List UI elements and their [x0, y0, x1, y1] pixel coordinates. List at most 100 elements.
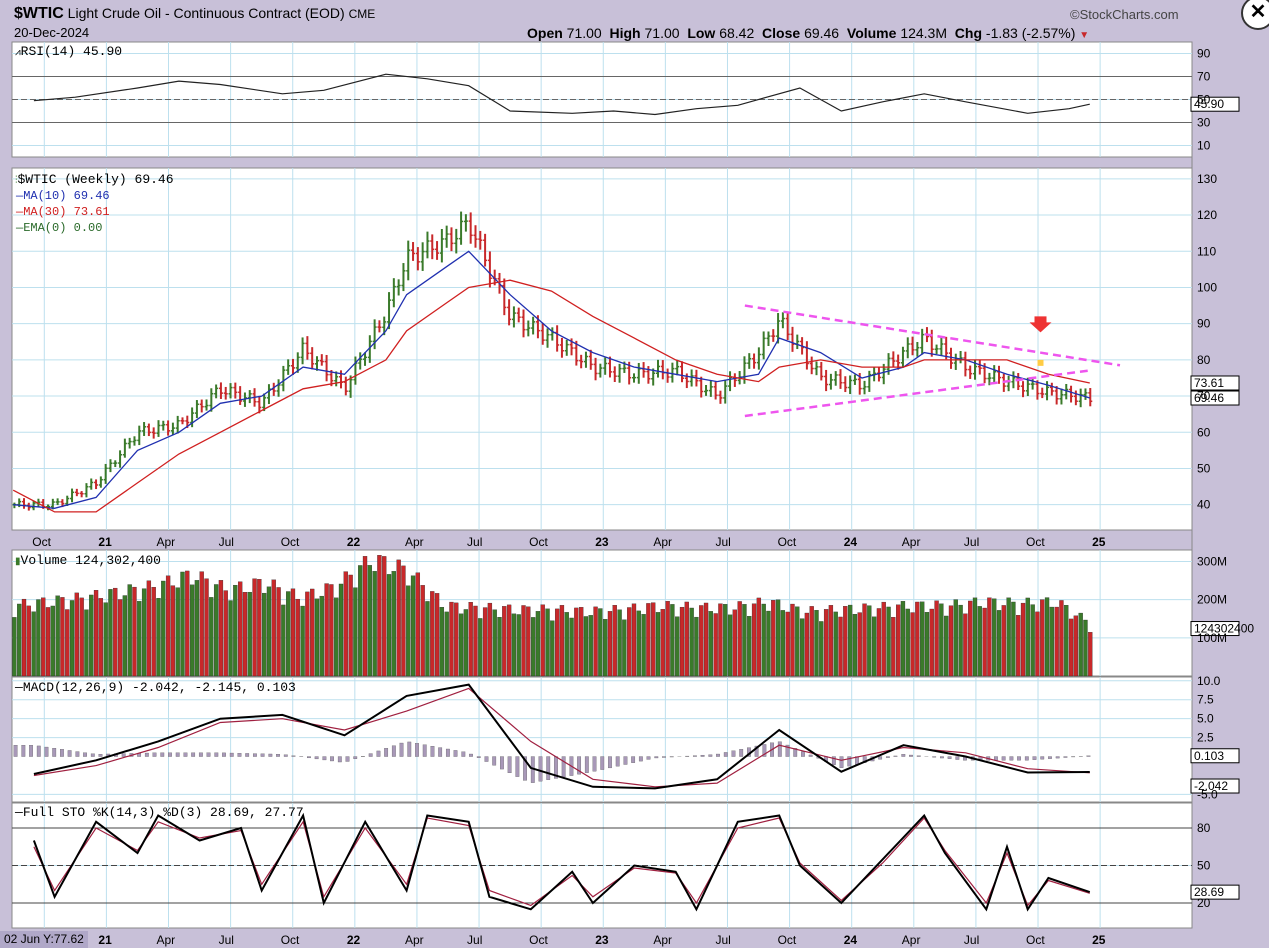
- volume-bar: [31, 611, 36, 677]
- sto-x-tick: Jul: [715, 933, 730, 947]
- volume-panel: 124302400: [12, 555, 1254, 677]
- volume-bar: [209, 597, 214, 677]
- high-label: High: [609, 25, 641, 41]
- bar-chart-icon: ⫶: [15, 176, 18, 187]
- sto-x-tick: Oct: [1026, 933, 1045, 947]
- chart-date: 20-Dec-2024: [14, 25, 90, 40]
- volume-bar: [21, 598, 27, 677]
- volume-bar: [703, 602, 709, 677]
- macd-histogram-bar: [307, 756, 311, 759]
- price-x-tick: Jul: [715, 535, 730, 549]
- macd-histogram-bar: [893, 755, 898, 757]
- volume-bar: [151, 587, 156, 677]
- volume-bar: [69, 600, 75, 677]
- volume-bar: [362, 556, 368, 677]
- price-title-text: $WTIC (Weekly) 69.46: [17, 172, 174, 187]
- volume-bar: [45, 607, 51, 677]
- volume-bar: [286, 591, 291, 677]
- macd-histogram-bar: [739, 749, 744, 757]
- y-tick-label: 90: [1197, 47, 1211, 61]
- volume-bar: [799, 618, 805, 677]
- volume-bar: [358, 565, 363, 677]
- volume-bar: [242, 592, 248, 677]
- macd-histogram-bar: [507, 756, 512, 774]
- macd-histogram-bar: [1032, 756, 1037, 760]
- volume-bar: [535, 611, 541, 677]
- price-title: ⫶$WTIC (Weekly) 69.46: [15, 172, 174, 187]
- ohlc-readout: Open 71.00 High 71.00 Low 68.42 Close 69…: [527, 25, 1089, 41]
- macd-last-value: -2.042: [1194, 779, 1228, 793]
- volume-bar: [939, 603, 944, 677]
- volume-bar: [180, 571, 185, 677]
- volume-bar: [271, 579, 276, 677]
- macd-histogram-bar: [1017, 756, 1021, 761]
- volume-bar: [247, 591, 252, 677]
- macd-histogram-bar: [1063, 756, 1068, 758]
- macd-histogram-bar: [52, 748, 57, 757]
- legend-ma30-text: MA(30) 73.61: [23, 205, 110, 219]
- volume-bar: [660, 609, 665, 677]
- macd-histogram-bar: [808, 754, 813, 757]
- macd-histogram-bar: [191, 752, 196, 757]
- macd-histogram-bar: [276, 754, 280, 757]
- ma30-line: [12, 279, 1090, 513]
- volume-bar: [65, 609, 70, 677]
- volume-bar: [468, 602, 473, 677]
- macd-histogram-bar: [484, 756, 489, 762]
- marker-dot: [1037, 359, 1044, 366]
- volume-bar: [334, 597, 339, 677]
- volume-bar: [262, 592, 267, 677]
- price-x-tick: Apr: [157, 535, 176, 549]
- volume-bar: [627, 607, 632, 677]
- y-tick-label: 60: [1197, 425, 1211, 439]
- volume-bar: [425, 601, 430, 677]
- macd-histogram-bar: [260, 753, 265, 757]
- macd-histogram-bar: [492, 756, 497, 766]
- volume-bar: [175, 587, 180, 677]
- volume-bar: [50, 605, 55, 677]
- volume-title-text: Volume 124,302,400: [20, 553, 161, 568]
- volume-bar: [867, 605, 872, 677]
- rsi-title-text: RSI(14) 45.90: [20, 44, 123, 59]
- low-label: Low: [687, 25, 716, 41]
- y-tick-label: 80: [1197, 353, 1211, 367]
- price-x-tick: Oct: [32, 535, 51, 549]
- volume-bar: [521, 605, 526, 677]
- volume-bar: [257, 579, 262, 677]
- macd-histogram-bar: [407, 741, 412, 757]
- volume-bar: [314, 598, 320, 677]
- volume-bar: [920, 601, 925, 677]
- volume-bar: [987, 597, 992, 677]
- y-tick-label: 70: [1197, 389, 1211, 403]
- volume-bar: [300, 605, 305, 677]
- macd-histogram-bar: [916, 755, 921, 757]
- y-tick-label: -5.0: [1197, 787, 1218, 801]
- volume-bar: [137, 601, 142, 677]
- macd-histogram-bar: [1048, 756, 1052, 759]
- volume-bar: [233, 584, 238, 677]
- rsi-title: ⩘RSI(14) 45.90: [15, 44, 122, 59]
- volume-bar: [434, 593, 440, 677]
- macd-histogram-bar: [515, 756, 520, 777]
- volume-bar: [252, 578, 257, 677]
- macd-histogram-bar: [638, 756, 643, 762]
- price-x-tick: Apr: [902, 535, 921, 549]
- rsi-line: [33, 73, 1090, 116]
- macd-title: —MACD(12,26,9) -2.042, -2.145, 0.103: [15, 680, 296, 695]
- volume-bar: [742, 604, 747, 677]
- close-button[interactable]: ✕: [1241, 0, 1269, 30]
- volume-bar: [266, 586, 272, 677]
- volume-bar: [396, 559, 401, 677]
- volume-bar: [1001, 605, 1006, 677]
- rsi-last-value: 45.90: [1194, 97, 1224, 111]
- volume-bar: [766, 610, 771, 677]
- volume-bar: [977, 606, 982, 677]
- sto-x-tick: Jul: [219, 933, 234, 947]
- ma30-last-value-box: [1190, 375, 1240, 391]
- macd-histogram-bar: [700, 754, 705, 757]
- macd-histogram-bar: [654, 756, 659, 759]
- volume-bar: [329, 584, 334, 677]
- legend-ema0-text: EMA(0) 0.00: [23, 221, 103, 235]
- volume-bar: [622, 619, 627, 677]
- ma30-last-value: 73.61: [1194, 376, 1224, 390]
